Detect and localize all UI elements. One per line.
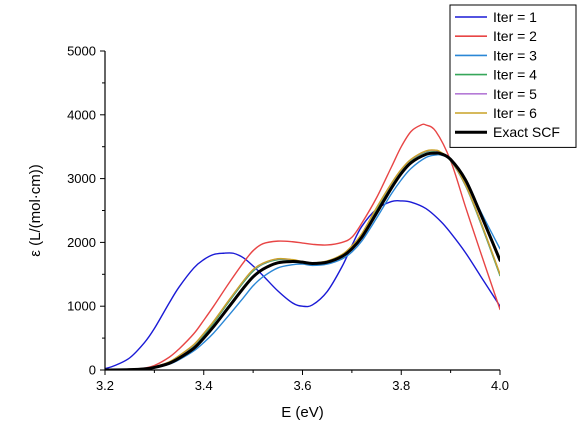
legend-label-2: Iter = 2: [493, 28, 537, 44]
y-axis-title: ε (L/(mol·cm)): [27, 164, 44, 257]
series-line-6: [105, 149, 500, 370]
y-tick-label: 4000: [67, 107, 96, 122]
series-line-4: [105, 150, 500, 370]
plot-area: [105, 123, 500, 370]
legend-box: [449, 4, 577, 148]
y-tick-label: 3000: [67, 171, 96, 186]
x-axis-title: E (eV): [281, 404, 324, 421]
axes: 3.2 3.4 3.6 3.8 4.0 0 1000 2000 3000 4000 5000 E (e…: [27, 44, 509, 422]
legend: Iter = 1 Iter = 2 Iter = 3 Iter = 4 Iter = 5…: [449, 4, 577, 148]
legend-label-4: Iter = 4: [493, 67, 537, 83]
x-tick-label: 3.8: [392, 378, 410, 393]
legend-label-3: Iter = 3: [493, 47, 537, 63]
series-line-1: [105, 199, 500, 370]
series-lines: [105, 123, 500, 370]
x-tick-label: 3.4: [195, 378, 213, 393]
y-tick-label: 0: [89, 363, 96, 378]
y-tick-label: 1000: [67, 299, 96, 314]
series-line-5: [105, 149, 500, 370]
x-tick-label: 4.0: [491, 378, 509, 393]
y-tick-label: 2000: [67, 235, 96, 250]
legend-label-6: Iter = 6: [493, 105, 537, 121]
series-line-7: [105, 151, 500, 370]
x-tick-label: 3.6: [293, 378, 311, 393]
x-tick-label: 3.2: [96, 378, 114, 393]
legend-label-1: Iter = 1: [493, 9, 537, 25]
y-tick-label: 5000: [67, 44, 96, 59]
legend-label-7: Exact SCF: [493, 124, 560, 140]
series-line-2: [105, 123, 500, 370]
legend-label-5: Iter = 5: [493, 86, 537, 102]
